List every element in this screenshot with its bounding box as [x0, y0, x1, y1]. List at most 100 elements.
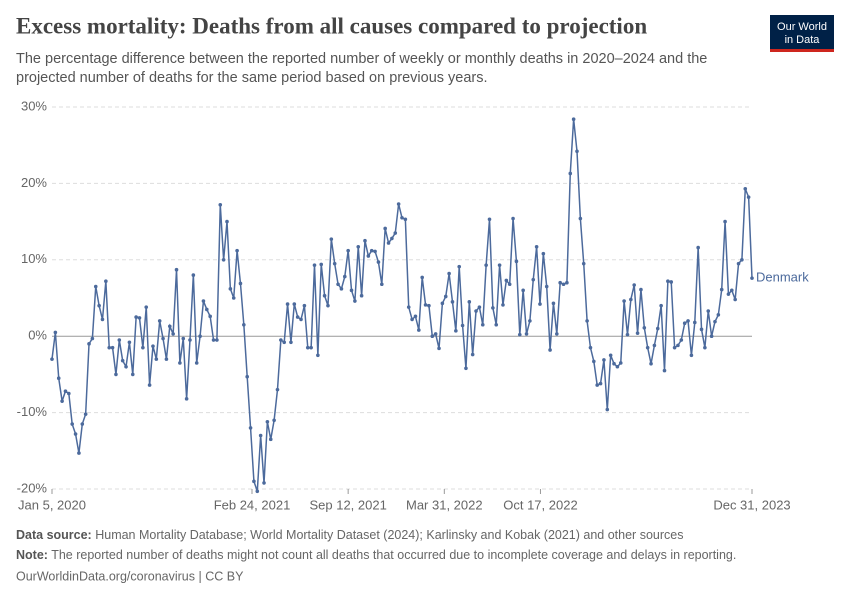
point: [730, 288, 734, 293]
point: [359, 293, 364, 298]
subtitle: The percentage difference between the re…: [16, 51, 707, 67]
source-label: Data source:: [16, 528, 92, 542]
point: [666, 279, 670, 283]
point: [410, 317, 414, 322]
point: [73, 432, 78, 436]
point: [56, 376, 61, 381]
y-tick-label: -10%: [17, 404, 48, 419]
point: [581, 261, 586, 266]
point: [544, 284, 549, 289]
point: [713, 319, 717, 324]
point: [130, 372, 135, 377]
point: [154, 357, 159, 361]
x-tick-label: Mar 31, 2022: [406, 497, 483, 512]
point: [309, 345, 313, 350]
point: [208, 314, 212, 319]
point: [396, 202, 401, 206]
point: [50, 357, 54, 361]
point: [528, 319, 532, 323]
point: [605, 407, 610, 412]
point: [467, 300, 472, 304]
point: [716, 313, 721, 317]
point: [349, 288, 354, 293]
point: [53, 330, 58, 335]
point: [245, 374, 249, 379]
point: [632, 283, 637, 287]
point: [218, 202, 223, 207]
logo-box: [770, 15, 834, 51]
point: [568, 171, 573, 176]
point: [285, 302, 290, 306]
point: [242, 322, 246, 327]
point: [363, 238, 367, 243]
point: [356, 245, 361, 249]
point: [238, 281, 243, 286]
note-text: The reported number of deaths might not …: [51, 548, 736, 562]
point: [104, 279, 108, 283]
subtitle: projected number of deaths for the same …: [16, 70, 488, 86]
point: [302, 303, 307, 308]
point: [427, 303, 431, 308]
point: [433, 332, 438, 336]
point: [289, 340, 293, 345]
point: [373, 249, 377, 254]
point: [211, 338, 216, 342]
point: [262, 481, 266, 485]
y-tick-label: 10%: [21, 251, 47, 266]
point: [635, 331, 640, 335]
point: [184, 397, 189, 401]
point: [188, 338, 192, 342]
logo-bar: [770, 49, 834, 52]
point: [571, 117, 576, 122]
point: [551, 301, 556, 306]
point: [420, 275, 424, 280]
point: [703, 345, 707, 350]
point: [413, 314, 418, 319]
point: [652, 343, 657, 348]
point: [592, 359, 596, 364]
point: [329, 237, 334, 241]
point: [615, 364, 620, 369]
point: [134, 315, 138, 319]
point: [585, 319, 589, 323]
point: [487, 217, 492, 222]
logo-text: Our World: [777, 21, 827, 33]
point: [366, 254, 371, 258]
point: [295, 315, 300, 319]
point: [137, 316, 142, 320]
x-tick-label: Dec 31, 2023: [713, 497, 790, 512]
point: [491, 306, 495, 310]
point: [268, 437, 273, 442]
point: [117, 338, 122, 342]
point: [417, 328, 421, 332]
point: [480, 322, 485, 327]
point: [70, 422, 74, 426]
point: [393, 231, 398, 235]
point: [517, 332, 522, 337]
point: [470, 352, 475, 357]
point: [575, 149, 579, 154]
point: [689, 353, 694, 358]
point: [736, 261, 741, 266]
point: [709, 334, 714, 339]
point: [699, 327, 704, 332]
point: [622, 299, 626, 303]
point: [339, 287, 344, 291]
point: [225, 219, 229, 224]
link[interactable]: OurWorldinData.org/coronavirus | CC BY: [16, 569, 244, 583]
point: [272, 418, 276, 423]
point: [659, 303, 663, 308]
point: [750, 276, 754, 280]
point: [332, 261, 337, 266]
logo[interactable]: Our World in Data: [770, 15, 834, 52]
y-tick-label: 0%: [28, 328, 47, 343]
point: [221, 258, 226, 262]
point: [60, 399, 64, 403]
series-label: Denmark: [756, 270, 809, 285]
x-tick-label: Feb 24, 2021: [214, 497, 291, 512]
point: [477, 305, 482, 309]
point: [521, 288, 525, 293]
point: [595, 383, 599, 387]
point: [319, 262, 324, 267]
